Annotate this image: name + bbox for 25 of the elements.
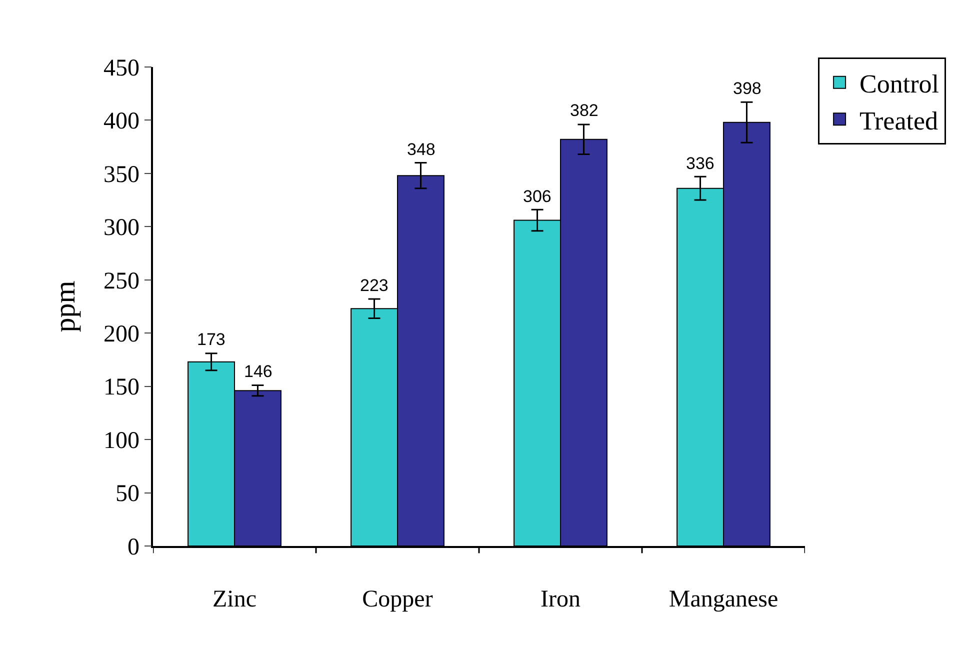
x-tick-label: Copper [362,586,433,613]
legend-label: Control [860,69,939,98]
y-tick-label: 300 [103,215,140,242]
y-tick-label: 450 [103,55,140,82]
y-tick-label: 400 [103,108,140,135]
x-tick-label: Zinc [212,586,256,613]
data-label: 146 [244,362,272,381]
y-tick-label: 250 [103,268,140,294]
data-label: 336 [686,154,714,173]
data-label: 223 [360,276,388,295]
y-tick-label: 50 [115,481,140,508]
y-tick-label: 200 [103,322,140,348]
legend-label: Treated [860,106,938,136]
data-label: 348 [407,140,436,159]
x-tick-label: Manganese [668,586,778,613]
data-label: 382 [570,101,598,120]
y-tick-label: 0 [127,534,140,560]
data-label: 306 [523,187,552,206]
y-tick-label: 100 [103,428,140,454]
y-axis-title: ppm [49,280,82,332]
x-tick-label: Iron [540,586,580,613]
y-tick-label: 350 [103,162,140,188]
data-label: 173 [197,330,226,349]
y-tick-label: 150 [103,374,140,401]
data-label: 398 [733,79,762,98]
